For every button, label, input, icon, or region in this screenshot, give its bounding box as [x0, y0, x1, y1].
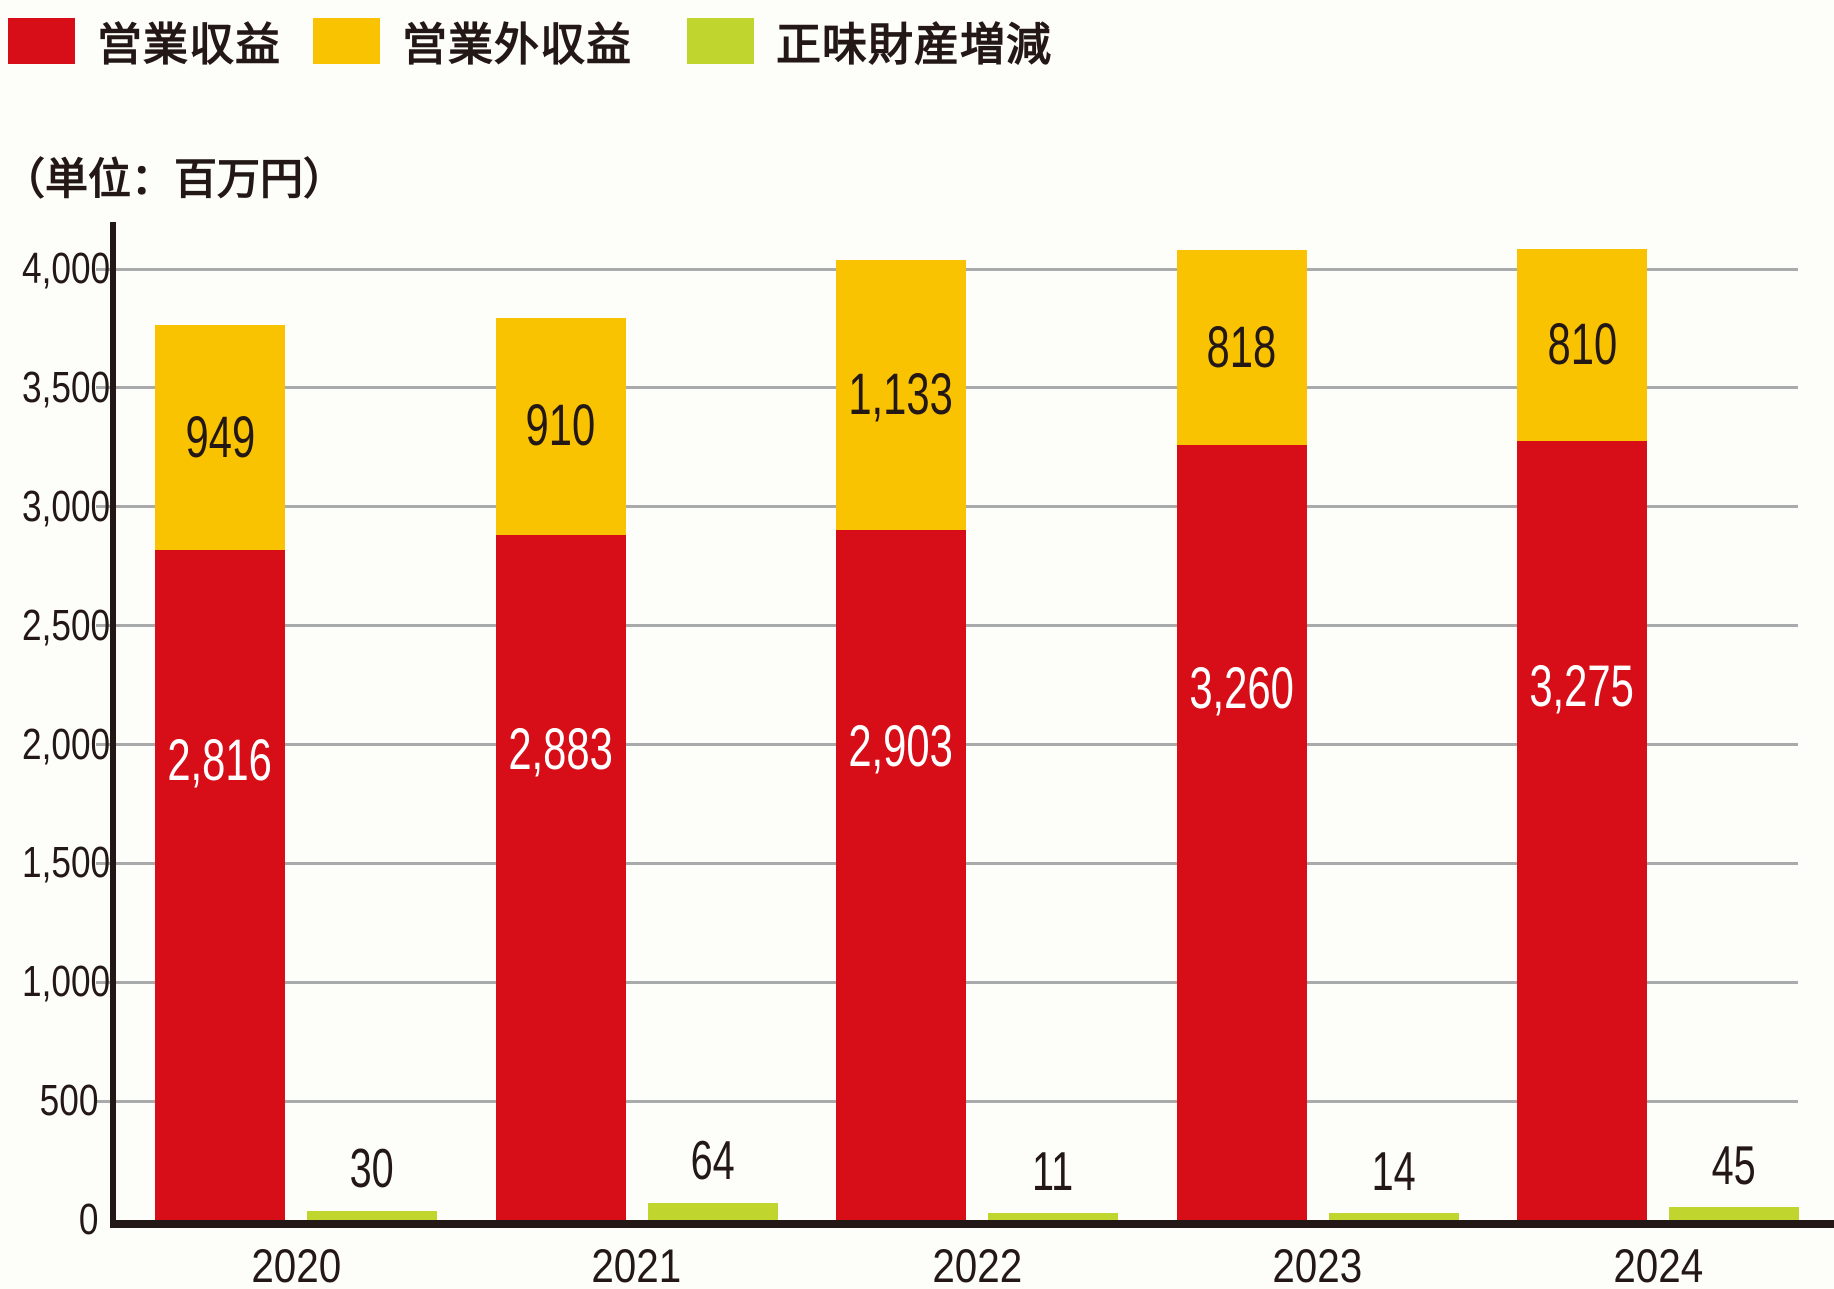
bar-operating-revenue-2021 — [495, 534, 626, 1220]
y-tick-label-3000-text: 3,000 — [22, 481, 111, 531]
legend-swatch-net-assets-change — [687, 17, 754, 64]
bar-label-non-operating-revenue-2021-text: 910 — [525, 393, 596, 459]
y-tick-label-3500-text: 3,500 — [22, 362, 111, 412]
bar-non-operating-revenue-2023 — [1176, 250, 1307, 445]
bar-label-non-operating-revenue-2024: 810 — [1432, 316, 1732, 374]
bar-operating-revenue-2024 — [1517, 441, 1647, 1220]
bar-non-operating-revenue-2020 — [155, 324, 285, 551]
x-axis-label-2024-text: 2024 — [1613, 1238, 1703, 1289]
x-axis-label-2021: 2021 — [487, 1242, 787, 1289]
bar-label-non-operating-revenue-2020: 949 — [70, 404, 370, 470]
x-axis-label-2023: 2023 — [1168, 1242, 1468, 1289]
y-tick-label-3500: 3,500 — [0, 365, 110, 410]
y-tick-label-1000-text: 1,000 — [22, 957, 111, 1007]
y-tick-label-1000: 1,000 — [0, 960, 110, 1004]
x-axis-label-2022: 2022 — [827, 1242, 1127, 1289]
bar-net-assets-change-2023 — [1328, 1213, 1459, 1220]
y-tick-label-0: 0 — [0, 1198, 98, 1242]
legend-swatch-non-operating-revenue — [313, 17, 380, 64]
bar-non-operating-revenue-2021 — [495, 318, 626, 535]
y-tick-label-4000-text: 4,000 — [22, 244, 111, 293]
bar-label-operating-revenue-2021: 2,883 — [411, 721, 711, 779]
bar-label-net-assets-change-2022: 11 — [903, 1139, 1203, 1202]
y-tick-label-500: 500 — [0, 1079, 98, 1123]
x-axis-line — [110, 1220, 1834, 1228]
bar-label-operating-revenue-2023: 3,260 — [1092, 660, 1392, 718]
bar-label-net-assets-change-2023-text: 14 — [1371, 1139, 1416, 1202]
bar-label-operating-revenue-2021-text: 2,883 — [508, 717, 613, 783]
bar-operating-revenue-2022 — [836, 529, 966, 1220]
bar-net-assets-change-2020 — [307, 1210, 437, 1220]
bar-label-operating-revenue-2024-text: 3,275 — [1529, 653, 1635, 719]
y-tick-label-3000: 3,000 — [0, 484, 110, 529]
bar-label-operating-revenue-2022-text: 2,903 — [848, 714, 954, 780]
y-tick-label-2000-text: 2,000 — [22, 719, 111, 769]
bar-label-non-operating-revenue-2020-text: 949 — [185, 404, 255, 470]
bar-label-operating-revenue-2020-text: 2,816 — [167, 728, 273, 794]
y-tick-label-2000: 2,000 — [0, 722, 110, 767]
bar-net-assets-change-2022 — [988, 1213, 1118, 1220]
bar-label-operating-revenue-2024: 3,275 — [1432, 653, 1732, 719]
x-axis-label-2023-text: 2023 — [1272, 1238, 1363, 1289]
bar-label-operating-revenue-2023-text: 3,260 — [1189, 656, 1294, 722]
bar-label-operating-revenue-2020: 2,816 — [70, 732, 370, 790]
bar-label-net-assets-change-2020: 30 — [222, 1141, 522, 1196]
legend-swatch-operating-revenue — [8, 17, 75, 64]
bar-label-non-operating-revenue-2021: 910 — [411, 397, 711, 455]
x-axis-label-2022-text: 2022 — [932, 1238, 1022, 1289]
bar-label-net-assets-change-2020-text: 30 — [349, 1137, 395, 1200]
bar-label-non-operating-revenue-2022-text: 1,133 — [848, 362, 954, 428]
x-axis-label-2021-text: 2021 — [591, 1238, 682, 1289]
bar-label-net-assets-change-2024: 45 — [1584, 1133, 1834, 1196]
y-axis-line — [110, 222, 116, 1228]
bar-label-non-operating-revenue-2023-text: 818 — [1206, 314, 1277, 380]
x-axis-label-2020-text: 2020 — [251, 1238, 341, 1289]
bar-non-operating-revenue-2024 — [1517, 248, 1647, 442]
y-tick-label-0-text: 0 — [78, 1195, 98, 1244]
y-tick-label-500-text: 500 — [39, 1076, 98, 1126]
legend-label-operating-revenue: 営業収益 — [97, 19, 282, 70]
bar-net-assets-change-2024 — [1669, 1207, 1799, 1220]
bar-label-operating-revenue-2022: 2,903 — [751, 718, 1051, 776]
bar-label-net-assets-change-2023: 14 — [1244, 1139, 1544, 1202]
bar-label-non-operating-revenue-2024-text: 810 — [1547, 312, 1617, 378]
bar-label-net-assets-change-2024-text: 45 — [1711, 1133, 1757, 1196]
y-tick-label-1500: 1,500 — [0, 841, 110, 885]
x-axis-label-2024: 2024 — [1508, 1242, 1808, 1289]
bar-non-operating-revenue-2022 — [836, 260, 966, 530]
bar-operating-revenue-2023 — [1176, 444, 1307, 1220]
bar-label-net-assets-change-2022-text: 11 — [1032, 1139, 1074, 1202]
legend-label-non-operating-revenue: 営業外収益 — [402, 19, 633, 70]
bar-label-net-assets-change-2021: 64 — [563, 1133, 863, 1188]
y-tick-label-4000: 4,000 — [0, 247, 110, 291]
bar-label-non-operating-revenue-2023: 818 — [1092, 314, 1392, 380]
x-axis-label-2020: 2020 — [146, 1242, 446, 1289]
legend-item-non-operating-revenue: 営業外収益 — [313, 8, 632, 73]
legend-item-operating-revenue: 営業収益 — [8, 8, 281, 73]
legend-label-net-assets-change: 正味財産増減 — [776, 19, 1053, 70]
bar-label-net-assets-change-2021-text: 64 — [690, 1129, 735, 1192]
y-tick-label-2500-text: 2,500 — [22, 600, 111, 650]
y-tick-label-1500-text: 1,500 — [22, 838, 111, 888]
legend-item-net-assets-change: 正味財産増減 — [687, 8, 1052, 73]
bar-label-non-operating-revenue-2022: 1,133 — [751, 366, 1051, 424]
y-tick-label-2500: 2,500 — [0, 603, 110, 648]
bar-net-assets-change-2021 — [647, 1202, 778, 1220]
unit-label: （単位：百万円） — [2, 156, 346, 204]
bar-operating-revenue-2020 — [155, 550, 285, 1220]
